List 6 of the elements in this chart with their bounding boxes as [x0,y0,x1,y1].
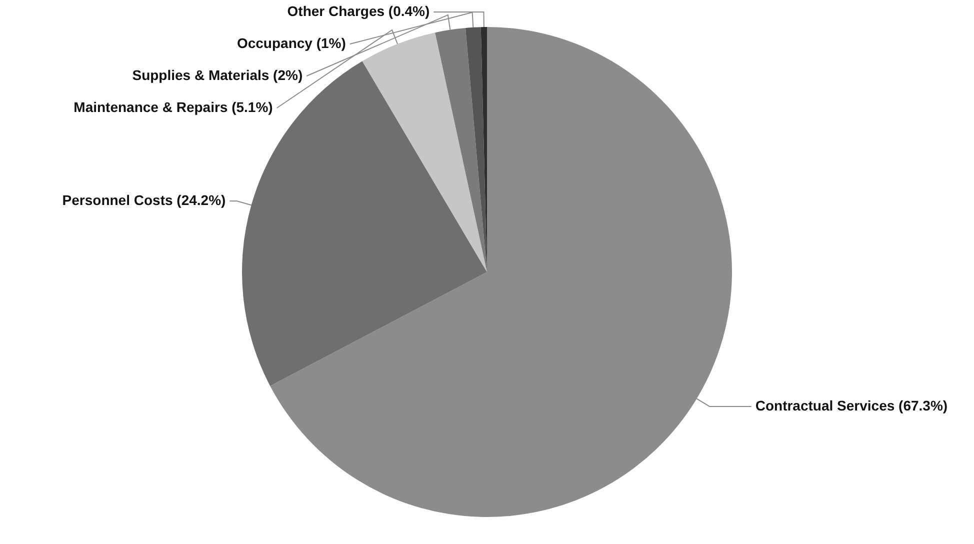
slice-label: Maintenance & Repairs (5.1%) [74,98,273,115]
slice-label: Other Charges (0.4%) [287,2,430,19]
slice-label: Occupancy (1%) [236,34,346,51]
slice-label: Personnel Costs (24.2%) [62,192,226,208]
slice-label: Supplies & Materials (2%) [132,66,303,83]
slice-label: Contractual Services (67.3%) [755,397,948,414]
